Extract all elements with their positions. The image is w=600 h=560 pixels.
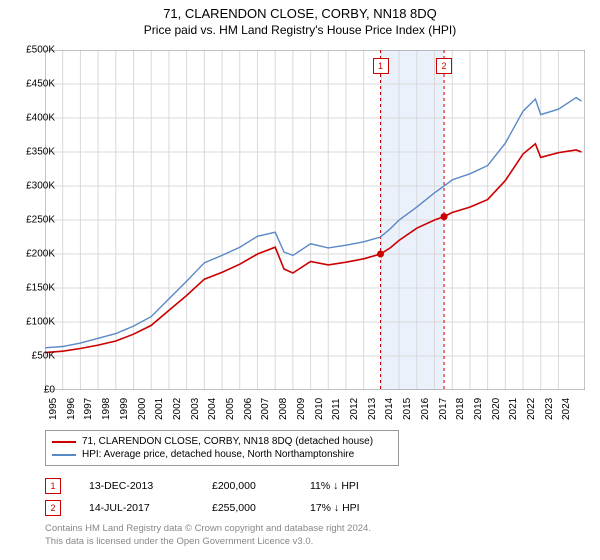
x-tick-label: 2019: [473, 398, 484, 420]
x-tick-label: 2000: [137, 398, 148, 420]
x-tick-label: 2001: [154, 398, 165, 420]
chart-area: [45, 50, 585, 390]
license-footer: Contains HM Land Registry data © Crown c…: [45, 523, 371, 549]
x-tick-label: 2010: [314, 398, 325, 420]
y-tick-label: £50K: [10, 351, 55, 362]
x-tick-label: 1999: [119, 398, 130, 420]
y-tick-label: £150K: [10, 283, 55, 294]
x-tick-label: 2012: [349, 398, 360, 420]
y-tick-label: £350K: [10, 147, 55, 158]
sale-marker-badge: 2: [45, 500, 61, 516]
legend-label: 71, CLARENDON CLOSE, CORBY, NN18 8DQ (de…: [82, 436, 373, 447]
x-tick-label: 2018: [455, 398, 466, 420]
legend-item-hpi: HPI: Average price, detached house, Nort…: [52, 448, 392, 461]
x-tick-label: 2004: [207, 398, 218, 420]
sale-price: £200,000: [212, 480, 282, 492]
sale-marker-badge: 1: [45, 478, 61, 494]
chart-subtitle: Price paid vs. HM Land Registry's House …: [0, 21, 600, 37]
x-tick-label: 2020: [491, 398, 502, 420]
sales-row: 2 14-JUL-2017 £255,000 17% ↓ HPI: [45, 497, 390, 519]
x-tick-label: 2017: [438, 398, 449, 420]
x-tick-label: 2005: [225, 398, 236, 420]
sale-price: £255,000: [212, 502, 282, 514]
chart-marker-badge: 2: [436, 58, 452, 74]
x-tick-label: 2022: [526, 398, 537, 420]
sale-index: 17% ↓ HPI: [310, 502, 390, 514]
x-tick-label: 2002: [172, 398, 183, 420]
sales-row: 1 13-DEC-2013 £200,000 11% ↓ HPI: [45, 475, 390, 497]
x-tick-label: 1998: [101, 398, 112, 420]
y-tick-label: £400K: [10, 113, 55, 124]
x-tick-label: 2006: [243, 398, 254, 420]
chart-svg: [45, 50, 585, 390]
y-tick-label: £450K: [10, 79, 55, 90]
x-tick-label: 2009: [296, 398, 307, 420]
x-tick-label: 2024: [561, 398, 572, 420]
sale-date: 14-JUL-2017: [89, 502, 184, 514]
x-tick-label: 1996: [66, 398, 77, 420]
x-tick-label: 2014: [384, 398, 395, 420]
sale-index: 11% ↓ HPI: [310, 480, 390, 492]
y-tick-label: £0: [10, 385, 55, 396]
x-tick-label: 1997: [83, 398, 94, 420]
x-tick-label: 2016: [420, 398, 431, 420]
footer-line: Contains HM Land Registry data © Crown c…: [45, 523, 371, 536]
x-tick-label: 2021: [508, 398, 519, 420]
sale-date: 13-DEC-2013: [89, 480, 184, 492]
x-tick-label: 2007: [260, 398, 271, 420]
y-tick-label: £250K: [10, 215, 55, 226]
y-tick-label: £200K: [10, 249, 55, 260]
footer-line: This data is licensed under the Open Gov…: [45, 536, 371, 549]
chart-title: 71, CLARENDON CLOSE, CORBY, NN18 8DQ: [0, 0, 600, 21]
sales-table: 1 13-DEC-2013 £200,000 11% ↓ HPI 2 14-JU…: [45, 475, 390, 519]
y-tick-label: £300K: [10, 181, 55, 192]
x-tick-label: 2003: [190, 398, 201, 420]
legend-item-property: 71, CLARENDON CLOSE, CORBY, NN18 8DQ (de…: [52, 435, 392, 448]
legend-label: HPI: Average price, detached house, Nort…: [82, 449, 354, 460]
y-tick-label: £500K: [10, 45, 55, 56]
legend-swatch: [52, 441, 76, 443]
chart-marker-badge: 1: [373, 58, 389, 74]
x-tick-label: 2023: [544, 398, 555, 420]
x-tick-label: 2015: [402, 398, 413, 420]
chart-container: 71, CLARENDON CLOSE, CORBY, NN18 8DQ Pri…: [0, 0, 600, 560]
x-tick-label: 2008: [278, 398, 289, 420]
x-tick-label: 2011: [331, 398, 342, 420]
legend-swatch: [52, 454, 76, 456]
legend: 71, CLARENDON CLOSE, CORBY, NN18 8DQ (de…: [45, 430, 399, 466]
x-tick-label: 2013: [367, 398, 378, 420]
y-tick-label: £100K: [10, 317, 55, 328]
x-tick-label: 1995: [48, 398, 59, 420]
